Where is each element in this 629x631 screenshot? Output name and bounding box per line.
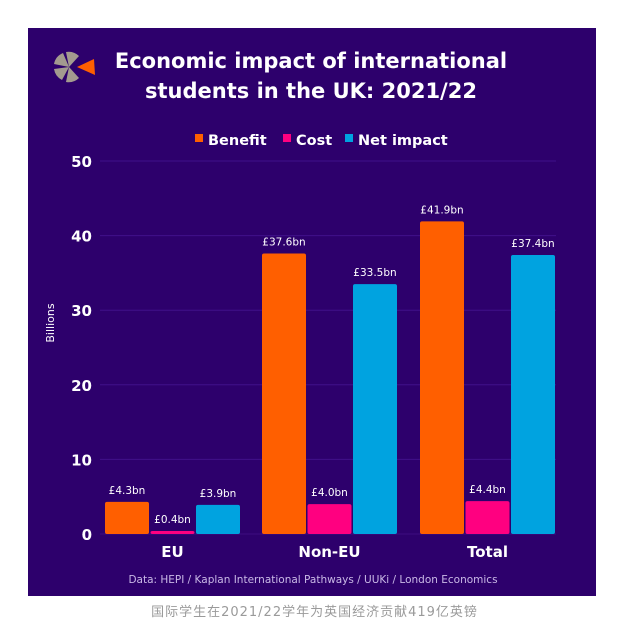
x-tick-label: EU <box>161 543 183 561</box>
chart-title-line1: Economic impact of international <box>115 49 507 73</box>
data-label: £3.9bn <box>200 488 237 500</box>
legend: Benefit Cost Net impact <box>195 133 448 149</box>
y-tick-label: 30 <box>71 302 92 320</box>
bar-net-impact-non-eu <box>353 284 397 534</box>
data-label: £4.0bn <box>311 487 348 499</box>
data-label: £37.4bn <box>511 238 554 250</box>
x-tick-label: Non-EU <box>298 543 360 561</box>
bar-cost-non-eu <box>307 504 352 534</box>
data-label: £37.6bn <box>262 237 305 249</box>
bar-cost-total <box>465 501 510 534</box>
legend-swatch-net-impact <box>345 134 353 142</box>
caption: 国际学生在2021/22学年为英国经济贡献419亿英镑 <box>151 605 478 620</box>
legend-label: Cost <box>296 133 332 149</box>
legend-swatch-benefit <box>195 134 203 142</box>
bar-net-impact-eu <box>196 504 240 534</box>
y-tick-label: 20 <box>71 377 92 395</box>
bar-net-impact-total <box>511 254 555 534</box>
legend-swatch-cost <box>283 134 291 142</box>
bar-benefit-total <box>420 221 464 534</box>
data-label: £41.9bn <box>420 204 463 216</box>
bar-benefit-eu <box>105 501 149 534</box>
y-tick-label: 40 <box>71 228 92 246</box>
x-tick-label: Total <box>467 543 508 561</box>
logo-icon <box>54 51 95 83</box>
data-label: £0.4bn <box>154 514 191 526</box>
bar-benefit-non-eu <box>262 253 306 534</box>
bar-cost-eu <box>150 531 195 534</box>
legend-label: Benefit <box>208 133 267 149</box>
data-label: £33.5bn <box>353 267 396 279</box>
data-label: £4.4bn <box>469 484 506 496</box>
y-axis-label: Billions <box>44 303 57 342</box>
chart-title-line2: students in the UK: 2021/22 <box>145 79 477 103</box>
y-tick-label: 50 <box>71 153 92 171</box>
y-tick-label: 10 <box>71 451 92 469</box>
legend-label: Net impact <box>358 133 448 149</box>
y-tick-label: 0 <box>82 526 92 544</box>
data-label: £4.3bn <box>109 485 146 497</box>
source-note: Data: HEPI / Kaplan International Pathwa… <box>128 574 497 586</box>
